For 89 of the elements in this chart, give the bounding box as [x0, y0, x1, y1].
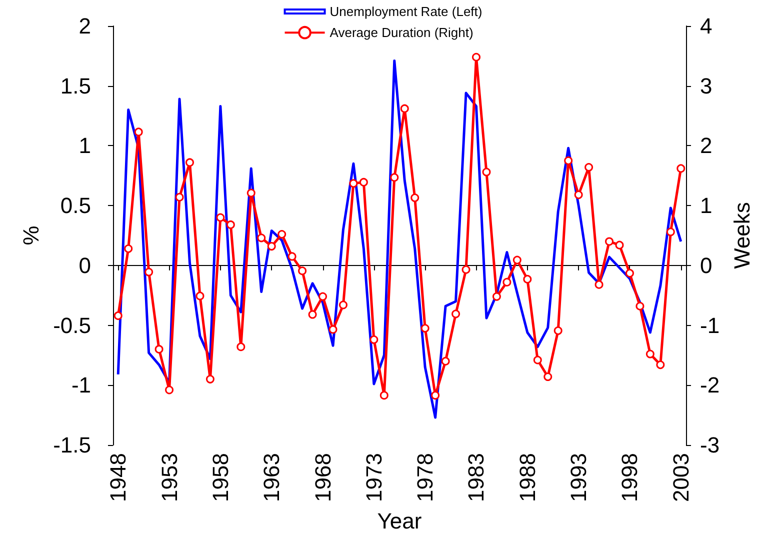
point — [318, 292, 328, 301]
point — [186, 158, 194, 167]
point — [420, 324, 430, 333]
point — [594, 280, 604, 289]
point — [359, 178, 368, 186]
point — [431, 391, 440, 400]
x-tick-label: 1983 — [464, 453, 489, 502]
point — [544, 372, 552, 382]
point — [338, 300, 348, 310]
x-tick-label: 1963 — [259, 453, 284, 502]
point — [165, 386, 174, 394]
point — [267, 242, 276, 251]
point — [380, 391, 388, 400]
point — [370, 335, 378, 344]
y2-tick-label: 4 — [700, 14, 712, 38]
point — [410, 194, 420, 202]
point — [625, 268, 634, 278]
y-tick-label: -1 — [71, 372, 91, 398]
point — [298, 266, 307, 276]
point — [246, 188, 256, 198]
x-tick-label: 1948 — [106, 453, 131, 502]
point — [134, 128, 143, 136]
point — [452, 310, 460, 318]
x-tick-label: 1953 — [156, 453, 182, 502]
y2-tick-label: -3 — [700, 432, 720, 458]
point — [615, 240, 624, 250]
y2-tick-label: 0 — [700, 252, 712, 278]
point — [206, 374, 214, 384]
point — [512, 256, 522, 264]
point — [605, 237, 614, 246]
point — [196, 292, 204, 300]
y2-tick-label: 2 — [700, 133, 712, 158]
y-tick-label: -0.5 — [53, 312, 91, 338]
y-tick-label: 2 — [78, 14, 91, 38]
y2-tick-label: 1 — [700, 193, 712, 218]
point — [656, 360, 665, 370]
point — [390, 173, 399, 182]
point — [154, 344, 164, 354]
y-tick-label: -1.5 — [53, 432, 91, 458]
x-tick-label: 2003 — [668, 453, 694, 502]
point — [216, 213, 225, 222]
x-tick-label: 1993 — [566, 453, 592, 502]
x-tick-label: 1998 — [617, 453, 642, 502]
legend-label: Average Duration (Right) — [330, 25, 474, 40]
y-tick-label: 0 — [78, 252, 91, 278]
point — [308, 310, 317, 319]
y-tick-label: 1.5 — [60, 73, 91, 98]
point — [472, 52, 480, 62]
point — [288, 252, 296, 261]
point — [226, 220, 235, 229]
point — [175, 192, 184, 202]
point — [482, 168, 491, 176]
y-tick-label: 1 — [78, 133, 91, 158]
legend-label: Unemployment Rate (Left) — [330, 4, 482, 19]
y2-tick-label: -2 — [700, 372, 720, 398]
point — [554, 326, 562, 335]
point — [257, 234, 266, 242]
y2-axis-title: Weeks — [730, 202, 754, 269]
point — [564, 156, 573, 165]
point — [144, 268, 154, 276]
x-tick-label: 1968 — [310, 453, 336, 502]
point — [533, 356, 542, 364]
point — [584, 163, 594, 172]
point — [400, 104, 409, 113]
y2-tick-label: 3 — [700, 73, 712, 98]
point — [676, 164, 686, 173]
point — [492, 292, 501, 301]
point — [114, 311, 122, 320]
point — [124, 244, 133, 253]
x-tick-label: 1973 — [361, 453, 386, 502]
point — [236, 342, 246, 352]
y-tick-label: 0.5 — [60, 193, 91, 218]
x-axis-title: Year — [377, 508, 422, 534]
point — [441, 356, 450, 366]
point — [666, 228, 675, 236]
point — [646, 350, 654, 358]
y2-tick-label: -1 — [700, 312, 720, 338]
point — [636, 302, 644, 310]
point — [349, 179, 358, 188]
x-tick-label: 1988 — [514, 453, 540, 502]
point — [502, 278, 512, 286]
point — [278, 230, 286, 239]
x-tick-label: 1958 — [208, 453, 233, 502]
y-axis-title: % — [18, 226, 44, 246]
x-tick-label: 1978 — [412, 453, 438, 502]
point — [462, 265, 470, 274]
point — [574, 190, 583, 200]
point — [328, 325, 338, 334]
point — [523, 274, 532, 284]
